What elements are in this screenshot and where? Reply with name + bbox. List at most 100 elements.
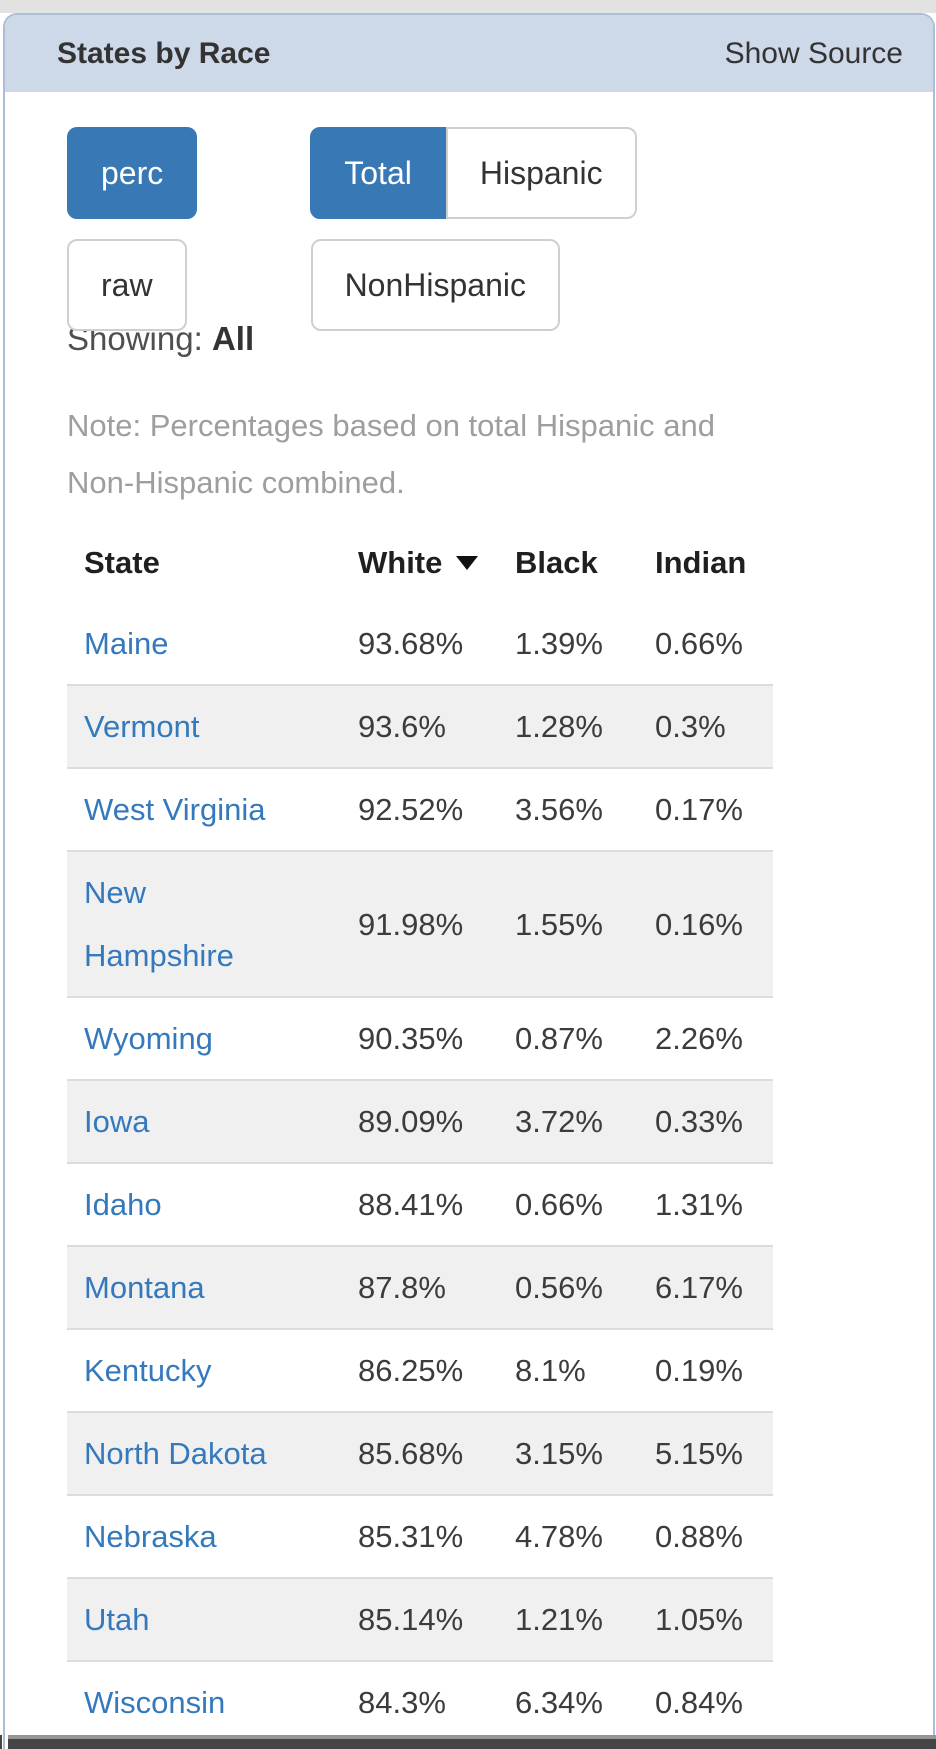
black-value: 3.56% (498, 767, 638, 851)
indian-value: 1.05% (638, 1577, 773, 1661)
states-table: State White Black Indian Maine 93.68% 1.39… (67, 522, 773, 1743)
state-link[interactable]: New Hampshire (84, 875, 234, 973)
indian-value: 0.19% (638, 1328, 773, 1412)
state-cell: Wyoming (67, 996, 341, 1080)
state-link[interactable]: Wyoming (84, 1021, 213, 1056)
state-link[interactable]: Kentucky (84, 1353, 212, 1388)
state-link[interactable]: West Virginia (84, 792, 266, 827)
table-row: Iowa 89.09% 3.72% 0.33% (67, 1079, 773, 1163)
column-header-white[interactable]: White (341, 522, 498, 603)
sort-desc-icon (456, 556, 479, 570)
bottom-bar-edge (0, 1735, 2, 1749)
state-cell: Kentucky (67, 1328, 341, 1412)
state-cell: Iowa (67, 1079, 341, 1163)
note-text: Note: Percentages based on total Hispani… (67, 408, 715, 500)
state-link[interactable]: Vermont (84, 709, 200, 744)
indian-value: 6.17% (638, 1245, 773, 1329)
white-value: 87.8% (341, 1245, 498, 1329)
state-cell: Montana (67, 1245, 341, 1329)
black-value: 1.28% (498, 684, 638, 768)
column-header-indian[interactable]: Indian (655, 545, 747, 580)
white-value: 85.14% (341, 1577, 498, 1661)
black-value: 3.72% (498, 1079, 638, 1163)
table-row: Nebraska 85.31% 4.78% 0.88% (67, 1494, 773, 1578)
raw-button[interactable]: raw (67, 239, 187, 331)
indian-value: 2.26% (638, 996, 773, 1080)
showing-value: All (211, 320, 255, 357)
white-value: 93.6% (341, 684, 498, 768)
nonhispanic-button[interactable]: NonHispanic (310, 239, 560, 331)
black-value: 4.78% (498, 1494, 638, 1578)
state-link[interactable]: Iowa (84, 1104, 150, 1139)
black-value: 0.56% (498, 1245, 638, 1329)
white-value: 84.3% (341, 1660, 498, 1743)
state-cell: Utah (67, 1577, 341, 1661)
state-link[interactable]: Utah (84, 1602, 150, 1637)
indian-value: 0.33% (638, 1079, 773, 1163)
controls-row-2: raw NonHispanic (67, 239, 933, 331)
table-row: West Virginia 92.52% 3.56% 0.17% (67, 767, 773, 851)
card-body: perc Total Hispanic raw NonHispanic Show… (5, 127, 933, 1743)
page-background-strip (0, 0, 936, 13)
state-link[interactable]: North Dakota (84, 1436, 267, 1471)
state-cell: North Dakota (67, 1411, 341, 1495)
table-header-row: State White Black Indian (67, 522, 773, 603)
table-row: Utah 85.14% 1.21% 1.05% (67, 1577, 773, 1661)
state-cell: Vermont (67, 684, 341, 768)
white-value: 92.52% (341, 767, 498, 851)
black-value: 8.1% (498, 1328, 638, 1412)
state-cell: Nebraska (67, 1494, 341, 1578)
table-row: Wisconsin 84.3% 6.34% 0.84% (67, 1660, 773, 1743)
table-row: Kentucky 86.25% 8.1% 0.19% (67, 1328, 773, 1412)
state-link[interactable]: Montana (84, 1270, 205, 1305)
state-cell: West Virginia (67, 767, 341, 851)
table-row: New Hampshire 91.98% 1.55% 0.16% (67, 850, 773, 997)
column-header-black[interactable]: Black (515, 545, 598, 580)
indian-value: 0.66% (655, 626, 743, 661)
state-link[interactable]: Nebraska (84, 1519, 217, 1554)
perc-button[interactable]: perc (67, 127, 198, 219)
indian-value: 5.15% (638, 1411, 773, 1495)
controls-row-1: perc Total Hispanic (67, 127, 933, 219)
indian-value: 0.16% (638, 850, 773, 997)
indian-value: 0.84% (638, 1660, 773, 1743)
indian-value: 1.31% (638, 1162, 773, 1246)
hispanic-button[interactable]: Hispanic (445, 127, 637, 219)
black-value: 1.55% (498, 850, 638, 997)
state-link[interactable]: Maine (84, 626, 169, 661)
state-cell: Idaho (67, 1162, 341, 1246)
state-link[interactable]: Wisconsin (84, 1685, 226, 1720)
bottom-scrollbar[interactable] (8, 1735, 936, 1749)
total-button[interactable]: Total (310, 127, 446, 219)
white-value: 88.41% (341, 1162, 498, 1246)
state-link[interactable]: Idaho (84, 1187, 162, 1222)
white-value: 91.98% (341, 850, 498, 997)
white-value: 86.25% (341, 1328, 498, 1412)
state-cell: Maine (67, 603, 341, 685)
table-row: Idaho 88.41% 0.66% 1.31% (67, 1162, 773, 1246)
state-cell: New Hampshire (67, 850, 341, 997)
black-value: 6.34% (498, 1660, 638, 1743)
table-body: Maine 93.68% 1.39% 0.66% Vermont 93.6% 1.28% 0.… (67, 603, 773, 1743)
states-by-race-card: States by Race Show Source perc Total Hi… (3, 13, 935, 1749)
table-row: Montana 87.8% 0.56% 6.17% (67, 1245, 773, 1329)
table-row: Wyoming 90.35% 0.87% 2.26% (67, 996, 773, 1080)
indian-value: 0.17% (638, 767, 773, 851)
population-toggle-group: Total Hispanic (310, 127, 637, 219)
black-value: 1.39% (515, 626, 603, 661)
indian-value: 0.3% (638, 684, 773, 768)
show-source-button[interactable]: Show Source (724, 36, 903, 70)
table-row: North Dakota 85.68% 3.15% 5.15% (67, 1411, 773, 1495)
card-header: States by Race Show Source (5, 15, 933, 92)
white-value: 85.68% (341, 1411, 498, 1495)
black-value: 0.66% (498, 1162, 638, 1246)
white-value: 89.09% (341, 1079, 498, 1163)
indian-value: 0.88% (638, 1494, 773, 1578)
black-value: 1.21% (498, 1577, 638, 1661)
page-title: States by Race (57, 36, 271, 70)
white-value: 90.35% (341, 996, 498, 1080)
table-row: Vermont 93.6% 1.28% 0.3% (67, 684, 773, 768)
white-value: 85.31% (341, 1494, 498, 1578)
column-header-state[interactable]: State (84, 545, 160, 580)
state-cell: Wisconsin (67, 1660, 341, 1743)
